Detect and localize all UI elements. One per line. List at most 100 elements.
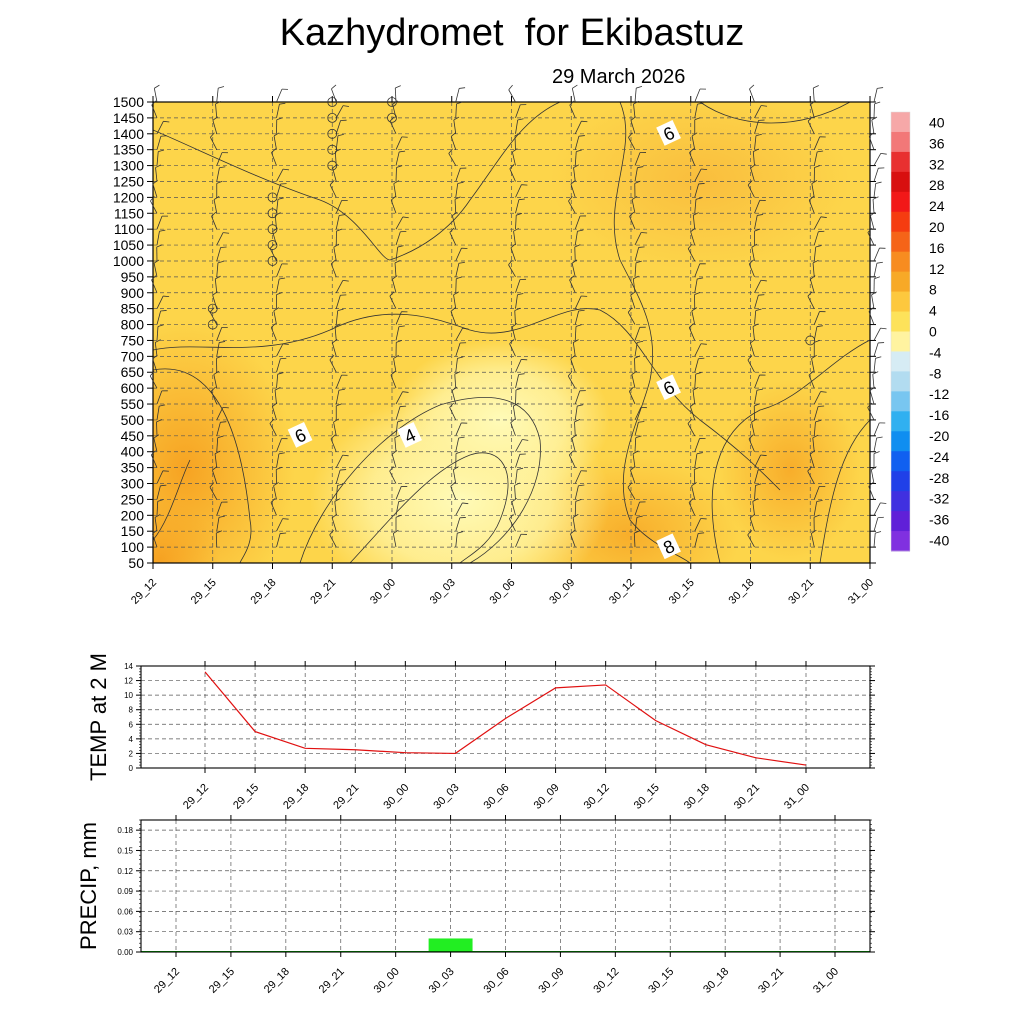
wind-barb <box>454 196 461 214</box>
wind-barb-feather <box>687 418 693 424</box>
wind-barb-staff <box>752 501 755 516</box>
wind-barb-staff <box>153 88 158 103</box>
heat-ytick-label: 350 <box>121 460 145 476</box>
wind-barb <box>276 452 285 468</box>
wind-barb-staff <box>455 358 458 373</box>
calm-circle <box>327 160 338 171</box>
wind-barb-staff <box>216 517 220 532</box>
wind-barb-staff <box>868 136 875 150</box>
wind-barb-staff <box>629 216 636 230</box>
heat-ytick-label: 250 <box>121 491 145 507</box>
wind-barb-feather <box>751 418 757 423</box>
wind-barb-staff <box>569 104 576 119</box>
wind-barb <box>870 466 877 484</box>
wind-barb-staff <box>273 310 277 325</box>
colorbar-label: -28 <box>929 470 949 486</box>
wind-barb-feather <box>689 148 695 153</box>
wind-barb-staff <box>276 263 283 278</box>
wind-barb-feather <box>333 243 340 248</box>
wind-barb-staff <box>455 183 459 198</box>
wind-barb <box>754 119 765 134</box>
wind-barb-feather <box>269 418 275 424</box>
wind-barb-staff <box>512 406 516 420</box>
wind-barb <box>329 529 337 548</box>
wind-barb <box>276 168 290 182</box>
wind-barb <box>335 105 350 119</box>
wind-barb-feather <box>399 150 406 153</box>
temp-xtick-label: 30_06 <box>482 782 512 812</box>
wind-barb-feather <box>395 85 401 89</box>
wind-barb <box>450 132 457 150</box>
wind-barb <box>153 434 160 452</box>
heat-ytick-label: 1200 <box>113 189 144 205</box>
wind-barb-staff <box>694 104 698 118</box>
wind-barb-staff <box>751 247 755 262</box>
wind-barb-staff <box>216 88 219 103</box>
wind-barb-feather <box>812 434 819 439</box>
wind-barb <box>748 259 755 278</box>
wind-barb <box>216 406 229 421</box>
wind-barb-staff <box>627 487 636 500</box>
wind-barb <box>571 434 578 452</box>
wind-barb <box>748 434 755 452</box>
wind-barb <box>694 518 707 532</box>
wind-barb <box>276 263 288 278</box>
wind-barb <box>632 450 639 468</box>
wind-barb-staff <box>216 247 221 262</box>
wind-barb <box>216 166 226 182</box>
wind-barb <box>634 501 646 516</box>
colorbar-label: 24 <box>929 198 945 214</box>
temp-ylabel: TEMP at 2 M <box>86 653 111 781</box>
wind-barb-feather <box>754 403 760 407</box>
wind-barb-staff <box>694 518 702 532</box>
wind-barb-feather <box>571 434 578 439</box>
calm-circle <box>267 192 278 203</box>
wind-barb-staff <box>210 137 218 150</box>
wind-barb <box>216 326 228 341</box>
wind-barb-feather <box>816 325 823 328</box>
wind-barb <box>634 326 646 341</box>
wind-barb <box>813 311 826 325</box>
wind-barb <box>754 308 762 325</box>
wind-barb-staff <box>813 151 818 166</box>
wind-barb-staff <box>574 390 581 405</box>
wind-barb <box>213 370 220 389</box>
wind-barb-feather <box>880 327 887 330</box>
wind-barb-staff <box>329 359 337 373</box>
precip-panel: 0.00 0.03 0.06 0.09 0.12 0.15 0.18 29_12 29_15 29… <box>76 815 875 996</box>
wind-barb-staff <box>694 358 699 373</box>
wind-barb <box>393 180 400 198</box>
wind-barb <box>807 291 815 309</box>
wind-barb <box>276 372 284 389</box>
wind-barb-feather <box>462 327 469 330</box>
wind-barb <box>873 261 883 277</box>
wind-barb <box>276 88 288 103</box>
wind-barb <box>632 275 639 293</box>
wind-barb-staff <box>809 454 815 468</box>
wind-barb <box>215 100 222 118</box>
wind-barb-feather <box>867 402 872 408</box>
wind-barb-staff <box>634 501 640 516</box>
wind-barb-staff <box>747 184 755 198</box>
wind-barb <box>629 211 636 230</box>
wind-barb-feather <box>868 482 874 487</box>
wind-barb-staff <box>515 534 522 548</box>
wind-barb-staff <box>156 136 162 150</box>
wind-barb-staff <box>452 469 457 484</box>
wind-barb-feather <box>820 391 827 393</box>
wind-barb-feather <box>396 165 403 168</box>
temp-ytick-label: 14 <box>124 662 133 671</box>
wind-barb <box>455 451 462 468</box>
wind-barb-staff <box>395 247 399 262</box>
wind-barb-staff <box>335 280 344 293</box>
wind-barb-feather <box>153 259 160 264</box>
wind-barb-staff <box>151 279 158 293</box>
wind-barb-staff <box>754 390 758 405</box>
temp-ytick-label: 0 <box>129 764 134 773</box>
wind-barb-staff <box>571 88 576 103</box>
wind-barb <box>451 211 458 230</box>
wind-barb-feather <box>517 293 524 296</box>
heat-xtick-label: 29_18 <box>249 577 279 607</box>
wind-barb-feather <box>215 100 222 105</box>
temp-ytick-label: 6 <box>129 720 134 729</box>
